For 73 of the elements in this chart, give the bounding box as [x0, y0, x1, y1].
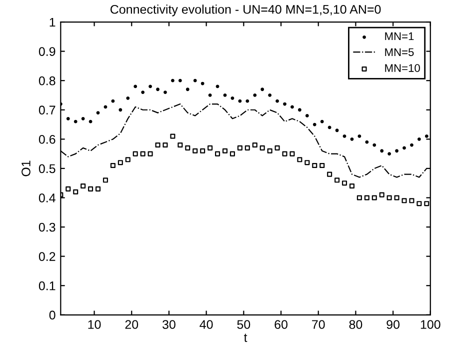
- point: [268, 94, 272, 97]
- x-tick-label: 10: [88, 320, 101, 329]
- x-tick-label: 70: [312, 320, 325, 329]
- point: [276, 99, 279, 103]
- point: [320, 120, 324, 124]
- x-tick-label: 30: [162, 320, 176, 329]
- point: [223, 94, 227, 97]
- point: [66, 116, 70, 120]
- point: [283, 102, 286, 106]
- point: [328, 126, 332, 130]
- y-tick-label: 1: [50, 18, 56, 27]
- point: [312, 122, 316, 126]
- y-tick-label: 0.6: [38, 134, 56, 144]
- point: [260, 88, 264, 92]
- point: [118, 108, 122, 112]
- x-tick-label: 20: [125, 320, 138, 329]
- point: [74, 120, 78, 124]
- y-tick-label: 0.7: [38, 106, 56, 115]
- point: [335, 128, 339, 132]
- point: [238, 99, 242, 103]
- y-tick-label: 0.1: [38, 281, 56, 290]
- legend-label: MN=10: [385, 64, 420, 72]
- point: [402, 146, 406, 150]
- point: [164, 90, 167, 94]
- point: [178, 78, 182, 82]
- point: [208, 94, 212, 97]
- point: [305, 114, 309, 118]
- point: [395, 149, 398, 153]
- point: [253, 94, 257, 97]
- point: [290, 105, 294, 109]
- point: [388, 152, 392, 156]
- legend-label: MN=1: [385, 32, 414, 40]
- x-axis-title: t: [244, 334, 248, 342]
- y-tick-label: 0.4: [38, 194, 56, 202]
- point: [230, 96, 234, 100]
- point: [342, 134, 346, 138]
- x-tick-label: 100: [420, 320, 440, 329]
- chart-title: Connectivity evolution - UN=40 MN=1,5,10 AN=0: [110, 4, 381, 16]
- point: [358, 134, 362, 138]
- y-tick-label: 0: [49, 310, 56, 320]
- point: [410, 143, 414, 147]
- x-tick-label: 90: [386, 320, 400, 329]
- y-tick-label: 0.8: [38, 76, 56, 86]
- point: [372, 143, 376, 147]
- point: [126, 96, 130, 100]
- point: [134, 84, 138, 88]
- x-tick-label: 40: [200, 320, 213, 329]
- y-tick-label: 0.2: [38, 252, 56, 261]
- point: [96, 111, 100, 114]
- y-tick-label: 0.3: [38, 222, 56, 232]
- point: [148, 84, 152, 88]
- point: [380, 149, 384, 153]
- point: [246, 99, 250, 103]
- y-tick-label: 0.9: [38, 47, 56, 56]
- point: [88, 120, 92, 124]
- legend-label: MN=5: [385, 48, 414, 56]
- point: [193, 78, 197, 82]
- point: [81, 116, 85, 120]
- y-axis-title: O1: [22, 160, 30, 176]
- y-tick-label: 0.5: [38, 164, 56, 174]
- point: [365, 140, 369, 144]
- point: [111, 99, 115, 103]
- point: [350, 137, 354, 141]
- x-tick-label: 80: [349, 320, 362, 329]
- x-tick-label: 50: [237, 320, 250, 329]
- point: [156, 88, 160, 92]
- point: [298, 108, 302, 112]
- x-tick-label: 60: [274, 320, 288, 329]
- point: [186, 88, 190, 92]
- point: [424, 134, 428, 138]
- point: [171, 78, 174, 82]
- point: [141, 90, 145, 94]
- point: [417, 137, 421, 141]
